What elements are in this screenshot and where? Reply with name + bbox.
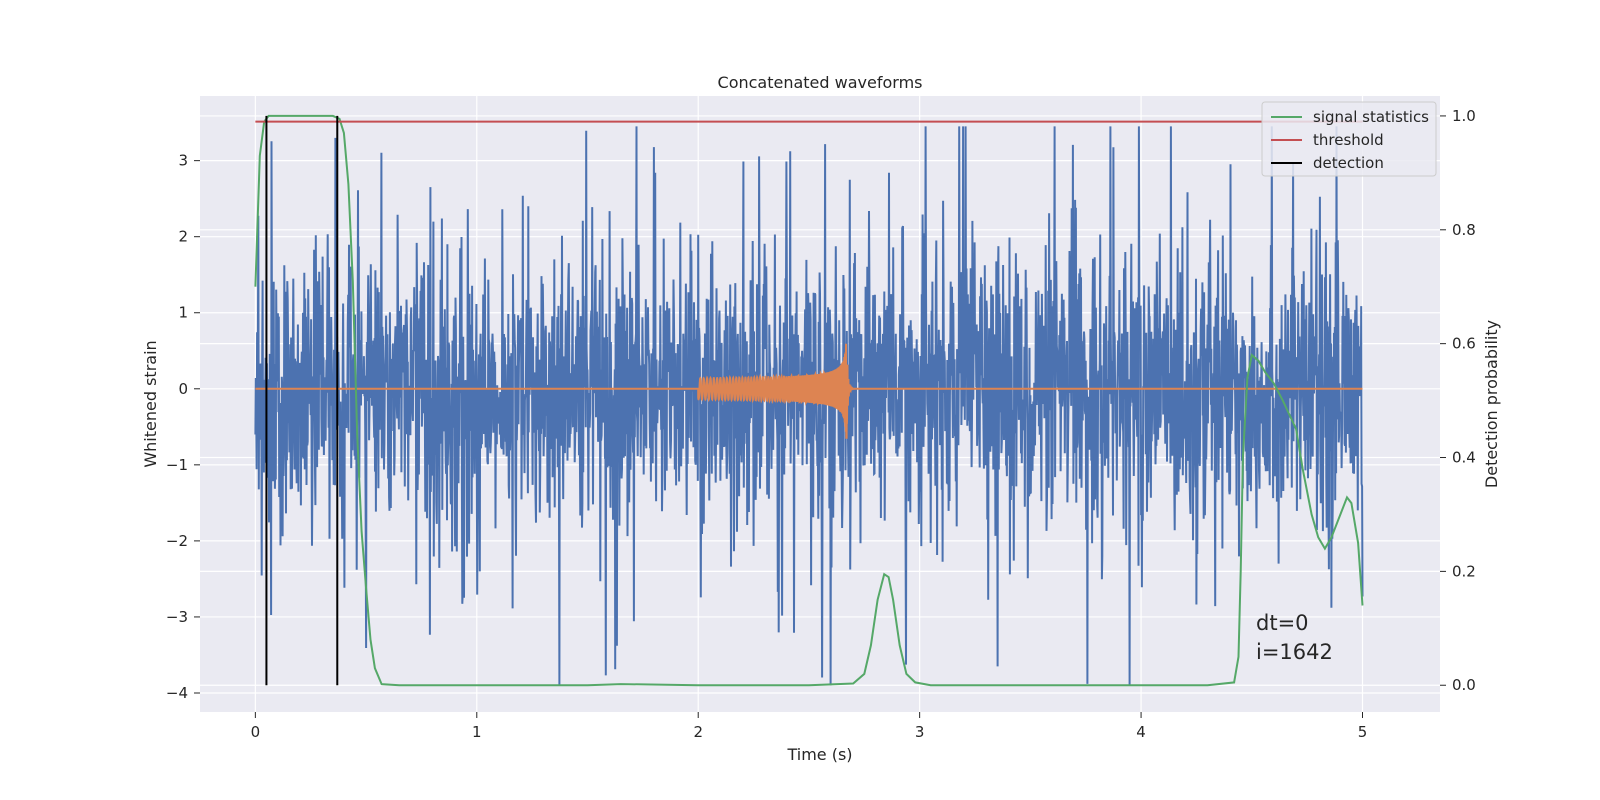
y2-tick-label: 0.8 (1452, 221, 1476, 239)
x-tick-label: 1 (472, 723, 482, 741)
chart-title: Concatenated waveforms (718, 73, 923, 92)
legend-label-signal-statistics: signal statistics (1313, 108, 1429, 126)
y-axis-label: Whitened strain (141, 340, 160, 467)
strain-line (254, 126, 1364, 686)
x-tick-label: 5 (1358, 723, 1368, 741)
y-tick-label: −3 (166, 608, 188, 626)
legend-box (1261, 101, 1437, 177)
y2-tick-label: 0.0 (1452, 676, 1476, 694)
y2-tick-label: 0.6 (1452, 335, 1476, 353)
x-tick-label: 4 (1136, 723, 1146, 741)
strain-series (254, 126, 1364, 686)
y2-tick-label: 0.4 (1452, 449, 1476, 467)
legend-label-detection: detection (1313, 154, 1384, 172)
template-waveform-line (255, 343, 1363, 439)
legend-label-threshold: threshold (1313, 131, 1384, 149)
x-axis-label: Time (s) (786, 745, 852, 764)
y-tick-label: −2 (166, 532, 188, 550)
y2-tick-label: 0.2 (1452, 562, 1476, 580)
y2-tick-label: 1.0 (1452, 107, 1476, 125)
x-tick-label: 0 (251, 723, 261, 741)
legend: signal statistics threshold detection (1261, 101, 1437, 177)
annotation-dt: dt=0 (1256, 611, 1309, 635)
y-tick-label: 2 (178, 228, 188, 246)
signal-statistics-line (254, 114, 1364, 687)
y-tick-label: 3 (178, 152, 188, 170)
y-tick-label: 0 (178, 380, 188, 398)
x-tick-label: 2 (693, 723, 703, 741)
right-axis-series (254, 114, 1364, 687)
ticks: 0 1 2 3 4 5 −4 −3 −2 −1 0 1 2 3 0.0 0.2 0.4 0.6 0.8 1.0 (166, 107, 1476, 741)
x-tick-label: 3 (915, 723, 925, 741)
template-waveform-series (255, 343, 1363, 439)
y-tick-label: −1 (166, 456, 188, 474)
y-tick-label: −4 (166, 684, 188, 702)
annotation-index: i=1642 (1256, 640, 1333, 664)
y-tick-label: 1 (178, 304, 188, 322)
y2-axis-label: Detection probability (1482, 320, 1501, 488)
